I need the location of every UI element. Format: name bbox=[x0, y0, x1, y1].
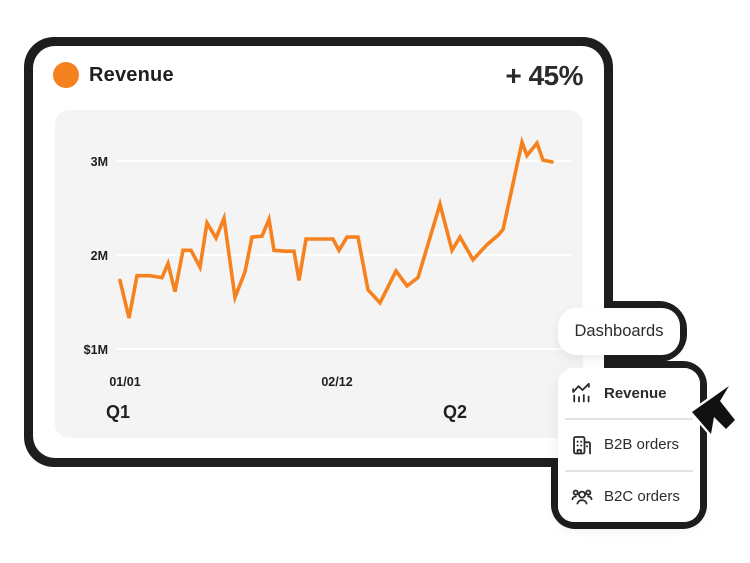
dashboards-label: Dashboards bbox=[574, 322, 664, 340]
dashboards-menu: Revenue B2B orders bbox=[558, 368, 700, 522]
ytick-1m: $1M bbox=[84, 343, 108, 357]
quarter-q2: Q2 bbox=[443, 402, 467, 422]
menu-item-label: B2C orders bbox=[604, 488, 680, 506]
dashboards-popover[interactable]: Dashboards bbox=[558, 308, 680, 355]
ytick-2m: 2M bbox=[91, 249, 108, 263]
menu-item-label: B2B orders bbox=[604, 436, 680, 454]
people-icon bbox=[571, 489, 593, 505]
revenue-card: Revenue + 45% 3M 2M $1M 01/01 02/12 Q1 Q… bbox=[33, 46, 604, 458]
legend-dot-icon bbox=[53, 62, 79, 88]
menu-item-b2b-orders[interactable]: B2B orders bbox=[558, 419, 700, 471]
menu-separator bbox=[565, 470, 693, 472]
card-title: Revenue bbox=[89, 63, 174, 86]
revenue-line bbox=[118, 135, 554, 319]
xtick-0212: 02/12 bbox=[321, 375, 352, 389]
ytick-3m: 3M bbox=[91, 155, 108, 169]
card-header: Revenue bbox=[53, 62, 174, 88]
building-icon bbox=[573, 436, 591, 455]
chart-trend-icon bbox=[572, 383, 590, 403]
menu-item-revenue[interactable]: Revenue bbox=[558, 368, 700, 419]
menu-item-label: Revenue bbox=[604, 384, 667, 402]
quarter-q1: Q1 bbox=[106, 402, 130, 422]
menu-item-b2c-orders[interactable]: B2C orders bbox=[558, 471, 700, 522]
chart-panel: 3M 2M $1M 01/01 02/12 Q1 Q2 bbox=[55, 110, 583, 438]
menu-separator bbox=[565, 418, 693, 420]
xtick-0101: 01/01 bbox=[109, 375, 140, 389]
revenue-chart: 3M 2M $1M 01/01 02/12 Q1 Q2 bbox=[84, 135, 571, 422]
delta-badge: + 45% bbox=[505, 60, 583, 91]
